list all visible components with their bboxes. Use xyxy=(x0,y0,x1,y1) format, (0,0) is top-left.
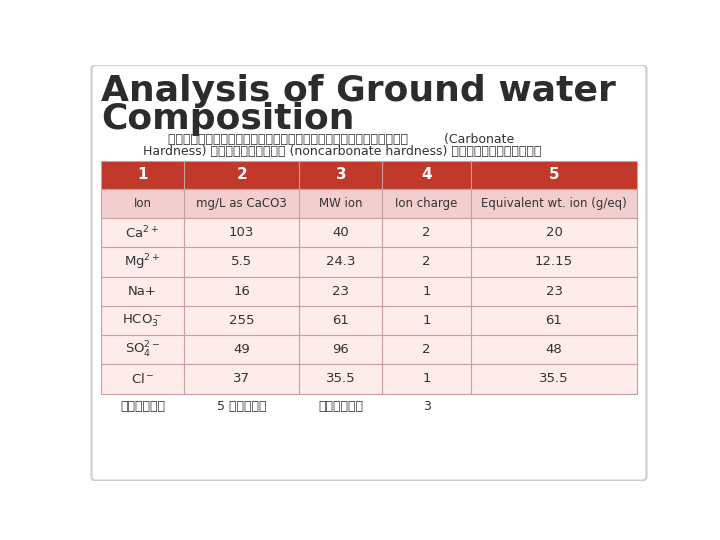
Bar xyxy=(101,161,637,189)
Text: 35.5: 35.5 xyxy=(539,373,569,386)
FancyBboxPatch shape xyxy=(91,65,647,481)
Text: 2: 2 xyxy=(423,226,431,239)
Text: 1: 1 xyxy=(138,167,148,183)
Text: 2: 2 xyxy=(423,255,431,268)
Text: 61: 61 xyxy=(333,314,349,327)
Text: การคำนวณปรมาณความกระดางแบบไมถาวร         (Carbonate: การคำนวณปรมาณความกระดางแบบไมถาวร (Carbon… xyxy=(168,132,514,146)
Bar xyxy=(101,218,637,247)
Text: MW ion: MW ion xyxy=(319,197,363,210)
Text: 2: 2 xyxy=(236,167,247,183)
Bar xyxy=(101,335,637,365)
Text: Ca$^{2+}$: Ca$^{2+}$ xyxy=(125,224,159,241)
Bar xyxy=(101,306,637,335)
Text: Mg$^{2+}$: Mg$^{2+}$ xyxy=(124,252,161,272)
Text: 96: 96 xyxy=(333,343,349,356)
Text: 1: 1 xyxy=(423,373,431,386)
Text: 1: 1 xyxy=(423,285,431,298)
Text: 3: 3 xyxy=(423,400,431,413)
Text: 16: 16 xyxy=(233,285,250,298)
Text: Equivalent wt. ion (g/eq): Equivalent wt. ion (g/eq) xyxy=(481,197,627,210)
Text: 255: 255 xyxy=(229,314,254,327)
Text: คอลมนท: คอลมนท xyxy=(318,400,364,413)
Text: Ion charge: Ion charge xyxy=(395,197,458,210)
Text: 4: 4 xyxy=(421,167,432,183)
Text: 3: 3 xyxy=(336,167,346,183)
Bar xyxy=(101,189,637,218)
Text: 103: 103 xyxy=(229,226,254,239)
Text: 2: 2 xyxy=(423,343,431,356)
Text: HCO$_3^-$: HCO$_3^-$ xyxy=(122,312,163,329)
Text: 5 เทากบ: 5 เทากบ xyxy=(217,400,266,413)
Text: 5.5: 5.5 xyxy=(231,255,252,268)
Text: 48: 48 xyxy=(546,343,562,356)
Text: 5: 5 xyxy=(549,167,559,183)
Bar xyxy=(101,364,637,394)
Bar xyxy=(101,276,637,306)
Text: 1: 1 xyxy=(423,314,431,327)
Text: Analysis of Ground water: Analysis of Ground water xyxy=(101,74,616,108)
Text: Ion: Ion xyxy=(133,197,151,210)
Text: Composition: Composition xyxy=(101,102,354,136)
Text: 61: 61 xyxy=(546,314,562,327)
Text: mg/L as CaCO3: mg/L as CaCO3 xyxy=(197,197,287,210)
Text: 40: 40 xyxy=(333,226,349,239)
Text: SO$_4^{2-}$: SO$_4^{2-}$ xyxy=(125,340,160,360)
Text: 35.5: 35.5 xyxy=(326,373,356,386)
Text: 24.3: 24.3 xyxy=(326,255,356,268)
Text: 23: 23 xyxy=(333,285,349,298)
Text: 37: 37 xyxy=(233,373,250,386)
Text: 12.15: 12.15 xyxy=(535,255,573,268)
Text: Cl$^-$: Cl$^-$ xyxy=(130,372,154,386)
Text: 20: 20 xyxy=(546,226,562,239)
Text: 23: 23 xyxy=(546,285,562,298)
Text: คอลมนท: คอลมนท xyxy=(120,400,165,413)
Bar xyxy=(101,247,637,276)
Text: Na+: Na+ xyxy=(128,285,157,298)
Text: 49: 49 xyxy=(233,343,250,356)
Text: Hardness) และแบบถาวร (noncarbonate hardness) จากขอมลตอไปน: Hardness) และแบบถาวร (noncarbonate hardn… xyxy=(143,145,541,158)
